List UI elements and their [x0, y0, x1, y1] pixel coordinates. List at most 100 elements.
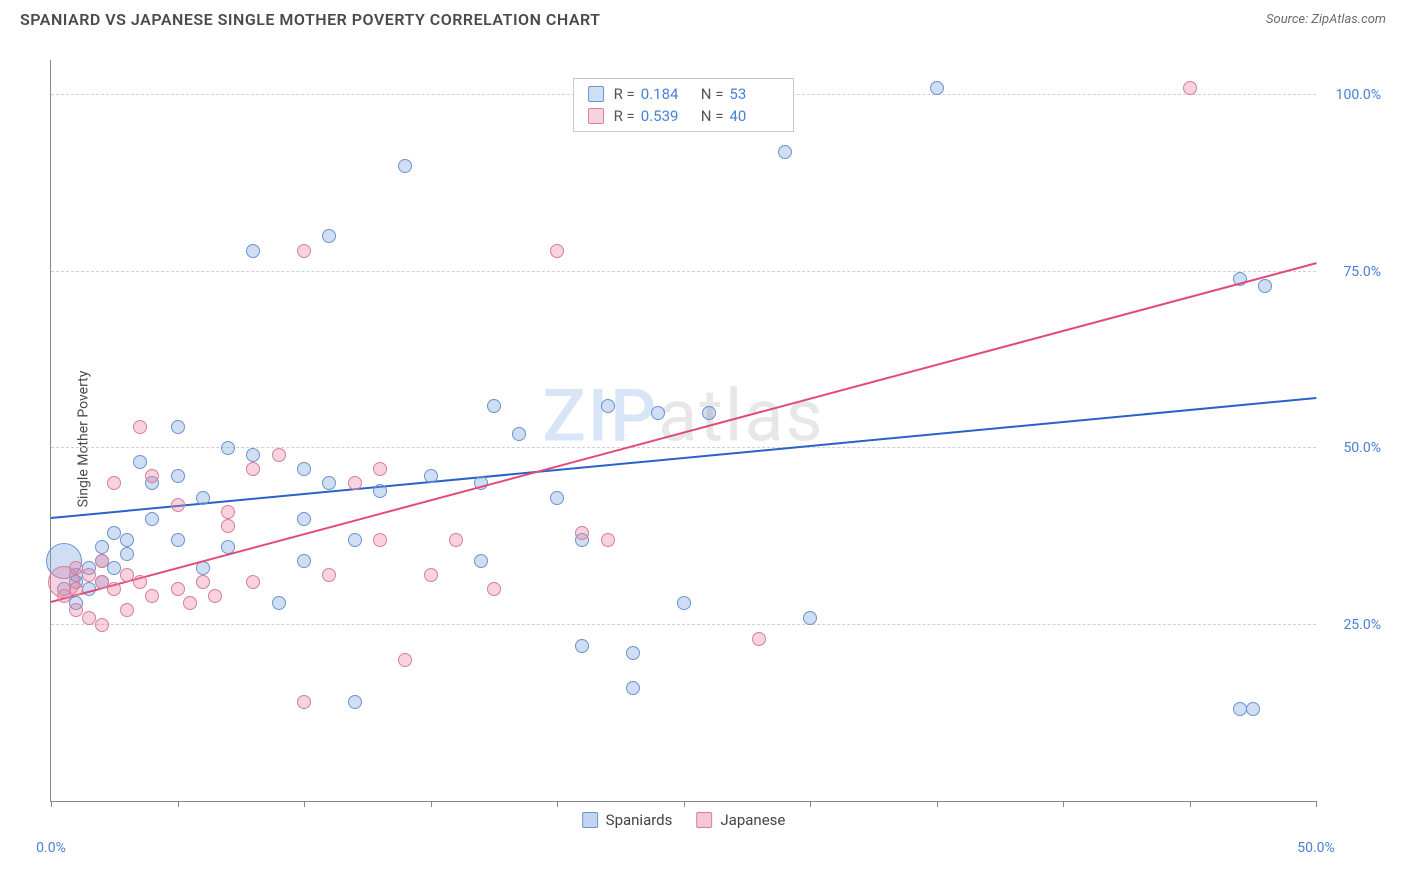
watermark: ZIPatlas [542, 373, 824, 458]
data-point [373, 484, 387, 498]
source-attribution: Source: ZipAtlas.com [1266, 12, 1386, 27]
x-tick [557, 801, 558, 807]
data-point [196, 575, 210, 589]
data-point [348, 695, 362, 709]
data-point [803, 611, 817, 625]
data-point [424, 568, 438, 582]
data-point [1246, 702, 1260, 716]
data-point [246, 575, 260, 589]
data-point [95, 554, 109, 568]
data-point [297, 512, 311, 526]
data-point [575, 526, 589, 540]
x-tick [937, 801, 938, 807]
data-point [1183, 81, 1197, 95]
legend-swatch [582, 812, 598, 828]
data-point [474, 554, 488, 568]
gridline-h [51, 271, 1316, 272]
x-tick [304, 801, 305, 807]
legend-r-value: 0.539 [641, 107, 691, 125]
legend-n-value: 53 [729, 85, 779, 103]
data-point [183, 596, 197, 610]
chart-title: SPANIARD VS JAPANESE SINGLE MOTHER POVER… [20, 10, 601, 29]
x-tick [1316, 801, 1317, 807]
data-point [424, 469, 438, 483]
plot-area: ZIPatlas R =0.184N =53R =0.539N =40 Span… [50, 60, 1316, 802]
data-point [133, 420, 147, 434]
legend-n-label: N = [701, 107, 724, 125]
data-point [171, 582, 185, 596]
data-point [171, 469, 185, 483]
data-point [133, 455, 147, 469]
data-point [272, 448, 286, 462]
legend-item: Japanese [696, 811, 785, 829]
data-point [398, 653, 412, 667]
data-point [120, 533, 134, 547]
data-point [69, 582, 83, 596]
data-point [1258, 279, 1272, 293]
data-point [246, 462, 260, 476]
data-point [246, 448, 260, 462]
data-point [651, 406, 665, 420]
data-point [322, 229, 336, 243]
y-tick-label: 100.0% [1336, 87, 1381, 103]
data-point [221, 519, 235, 533]
data-point [322, 476, 336, 490]
data-point [575, 639, 589, 653]
data-point [95, 618, 109, 632]
data-point [487, 399, 501, 413]
data-point [550, 244, 564, 258]
correlation-legend: R =0.184N =53R =0.539N =40 [573, 78, 795, 132]
data-point [145, 589, 159, 603]
legend-r-value: 0.184 [641, 85, 691, 103]
data-point [626, 681, 640, 695]
data-point [348, 533, 362, 547]
x-tick [178, 801, 179, 807]
x-tick [684, 801, 685, 807]
x-tick-label: 0.0% [36, 840, 66, 856]
watermark-part1: ZIP [542, 373, 658, 458]
legend-r-label: R = [614, 85, 635, 103]
data-point [196, 491, 210, 505]
data-point [398, 159, 412, 173]
data-point [297, 695, 311, 709]
legend-r-label: R = [614, 107, 635, 125]
data-point [171, 420, 185, 434]
data-point [487, 582, 501, 596]
x-tick [810, 801, 811, 807]
data-point [512, 427, 526, 441]
legend-swatch [588, 108, 604, 124]
data-point [601, 533, 615, 547]
data-point [171, 498, 185, 512]
x-tick [431, 801, 432, 807]
data-point [120, 603, 134, 617]
legend-swatch [696, 812, 712, 828]
data-point [297, 462, 311, 476]
legend-stat-row: R =0.539N =40 [588, 105, 780, 127]
legend-n-label: N = [701, 85, 724, 103]
x-tick [51, 801, 52, 807]
data-point [373, 462, 387, 476]
gridline-h [51, 624, 1316, 625]
data-point [449, 533, 463, 547]
chart-container: Single Mother Poverty ZIPatlas R =0.184N… [50, 45, 1386, 832]
x-tick [1063, 801, 1064, 807]
legend-label: Japanese [720, 811, 785, 829]
data-point [930, 81, 944, 95]
data-point [348, 476, 362, 490]
data-point [297, 244, 311, 258]
legend-swatch [588, 86, 604, 102]
data-point [601, 399, 615, 413]
data-point [778, 145, 792, 159]
data-point [677, 596, 691, 610]
data-point [272, 596, 286, 610]
data-point [171, 533, 185, 547]
data-point [297, 554, 311, 568]
data-point [120, 547, 134, 561]
data-point [107, 582, 121, 596]
data-point [322, 568, 336, 582]
data-point [626, 646, 640, 660]
y-tick-label: 75.0% [1343, 264, 1381, 280]
y-tick-label: 25.0% [1343, 617, 1381, 633]
data-point [95, 540, 109, 554]
legend-item: Spaniards [582, 811, 673, 829]
